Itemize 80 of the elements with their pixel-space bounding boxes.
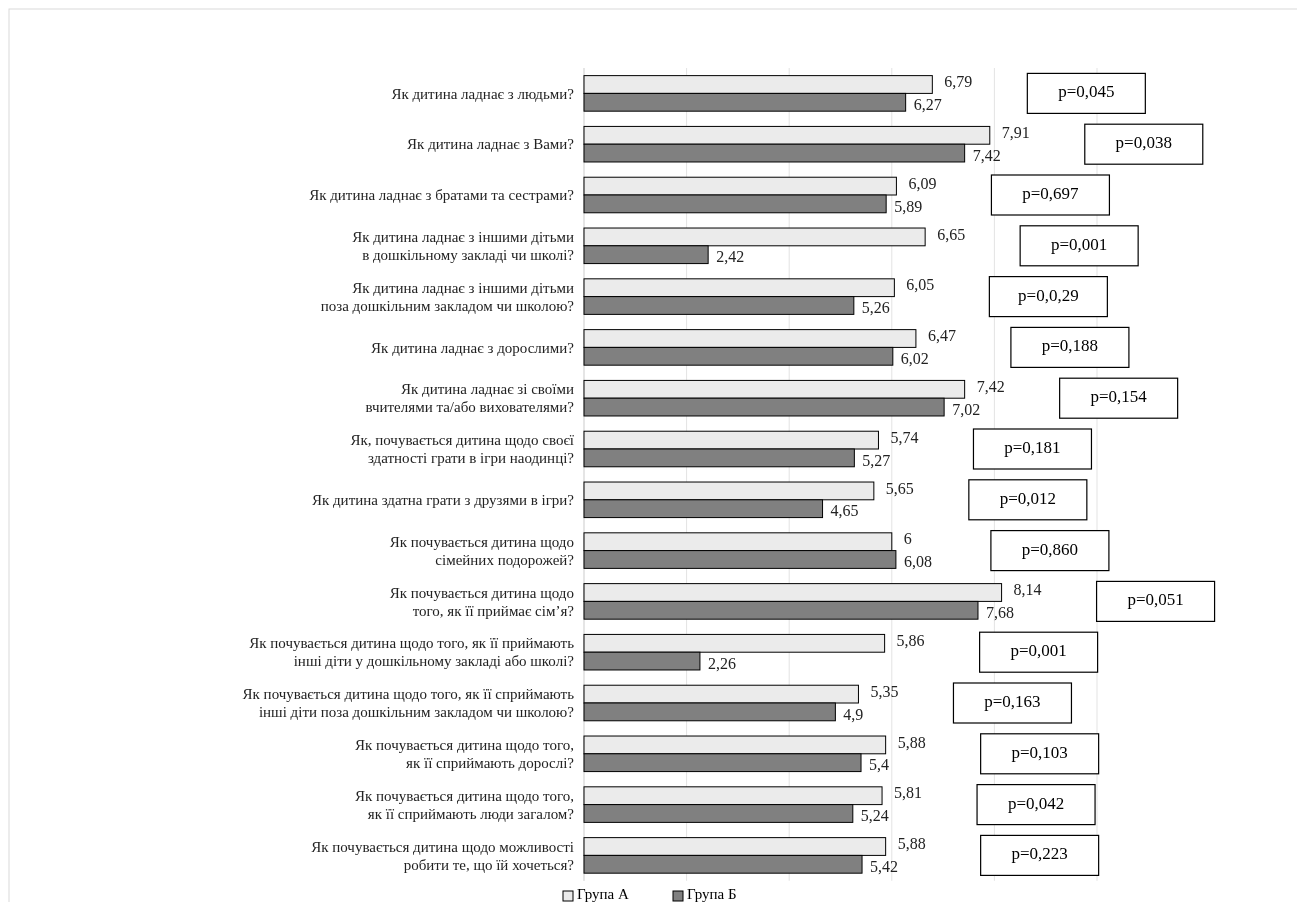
data-label: 5,4 bbox=[869, 756, 890, 774]
data-label: 6,08 bbox=[903, 553, 932, 571]
data-label: 5,26 bbox=[861, 299, 890, 317]
data-label: 5,88 bbox=[897, 835, 926, 853]
text-box: p=0,038 bbox=[1084, 123, 1204, 165]
data-label: 5,24 bbox=[860, 807, 889, 825]
annotation: p=0,188 bbox=[1041, 336, 1099, 356]
data-label: 5,27 bbox=[862, 451, 891, 469]
text-box: p=0,223 bbox=[980, 834, 1100, 876]
legend-label: Група А bbox=[577, 886, 629, 902]
data-label: 5,65 bbox=[885, 479, 914, 497]
y-tick-label: Як почувається дитина щодо того, як її сприймають люди загалом? bbox=[355, 787, 575, 822]
y-tick-label: Як дитина ладнає зі своїми вчителями та/або вихователями? bbox=[365, 381, 575, 416]
y-tick-label: Як почувається дитина щодо того, як її сприймають дорослі? bbox=[355, 737, 575, 772]
text-box: p=0,051 bbox=[1096, 580, 1216, 622]
annotation: p=0,0,29 bbox=[1018, 285, 1079, 305]
data-label: 5,88 bbox=[897, 733, 926, 751]
y-tick-label: Як дитина ладнає з іншими дітьми поза дошкільним закладом чи школою? bbox=[320, 279, 575, 314]
y-tick-label: Як дитина ладнає з іншими дітьми в дошкільному закладі чи школі? bbox=[352, 229, 575, 264]
y-tick-label: Як почувається дитина щодо сімейних подорожей? bbox=[389, 533, 575, 568]
data-label: 4,65 bbox=[830, 502, 859, 520]
data-label: 7,42 bbox=[972, 146, 1001, 164]
annotation: p=0,001 bbox=[1050, 234, 1108, 254]
data-label: 6,47 bbox=[927, 327, 956, 345]
data-label: 5,42 bbox=[870, 857, 899, 875]
annotation: p=0,154 bbox=[1090, 387, 1148, 407]
annotation: p=0,012 bbox=[999, 488, 1057, 508]
y-tick-label: Як почувається дитина щодо того, як її приймають інші діти у дошкільному закладі або школі? bbox=[249, 635, 575, 670]
text-box: p=0,181 bbox=[972, 428, 1093, 470]
data-label: 6,09 bbox=[908, 174, 937, 192]
y-tick-label: Як почувається дитина щодо того, як її сприймають інші діти поза дошкільним закладом чи школою? bbox=[242, 686, 575, 721]
data-label: 6,27 bbox=[913, 95, 942, 113]
data-label: 4,9 bbox=[843, 705, 864, 723]
annotation: p=0,860 bbox=[1021, 539, 1079, 559]
text-box: p=0,042 bbox=[976, 784, 1096, 826]
text-box: p=0,001 bbox=[979, 631, 1099, 673]
data-label: 5,89 bbox=[894, 197, 923, 215]
data-label: 2,42 bbox=[716, 248, 745, 266]
data-label: 5,74 bbox=[890, 428, 919, 446]
data-label: 6,05 bbox=[906, 276, 935, 294]
data-label: 5,35 bbox=[870, 682, 899, 700]
y-tick-label: Як дитина здатна грати з друзями в ігри? bbox=[311, 492, 575, 509]
text-box: p=0,103 bbox=[980, 733, 1100, 775]
y-tick-label: Як, почувається дитина щодо своєї здатності грати в ігри наодинці? bbox=[350, 432, 575, 467]
data-label: 2,26 bbox=[707, 654, 736, 672]
y-tick-label: Як дитина ладнає з дорослими? bbox=[371, 339, 575, 356]
annotation: p=0,181 bbox=[1004, 437, 1061, 457]
annotation: p=0,103 bbox=[1011, 742, 1068, 762]
text-box: p=0,001 bbox=[1019, 225, 1139, 267]
data-label: 5,81 bbox=[894, 784, 923, 802]
legend-label: Група Б bbox=[687, 886, 737, 902]
data-label: 6,65 bbox=[937, 225, 966, 243]
annotation: p=0,697 bbox=[1022, 183, 1080, 203]
annotation: p=0,045 bbox=[1058, 82, 1115, 102]
data-label: 7,91 bbox=[1001, 123, 1030, 141]
text-box: p=0,0,29 bbox=[988, 276, 1108, 318]
annotation: p=0,223 bbox=[1011, 844, 1068, 864]
annotation: p=0,042 bbox=[1007, 793, 1065, 813]
text-box: p=0,045 bbox=[1026, 72, 1146, 114]
annotation: p=0,001 bbox=[1010, 641, 1067, 661]
text-box: p=0,860 bbox=[990, 530, 1110, 572]
data-label: 7,68 bbox=[985, 603, 1014, 621]
data-label: 6,02 bbox=[900, 349, 929, 367]
text-box: p=0,697 bbox=[990, 174, 1110, 216]
text-box: p=0,012 bbox=[968, 479, 1088, 521]
data-label: 8,14 bbox=[1013, 581, 1042, 599]
y-tick-label: Як дитина ладнає з братами та сестрами? bbox=[309, 187, 575, 204]
y-tick-label: Як дитина ладнає з людьми? bbox=[391, 85, 575, 102]
text-box: p=0,154 bbox=[1059, 377, 1179, 419]
data-label: 7,42 bbox=[976, 377, 1005, 395]
annotation: p=0,163 bbox=[984, 691, 1041, 711]
y-tick-label: Як почувається дитина щодо можливості робити те, що їй хочеться? bbox=[311, 838, 575, 873]
data-label: 5,86 bbox=[896, 631, 925, 649]
text-box: p=0,163 bbox=[952, 682, 1073, 724]
data-label: 6,79 bbox=[944, 73, 973, 91]
data-label: 7,02 bbox=[952, 400, 981, 418]
text-box: p=0,188 bbox=[1010, 326, 1130, 368]
y-tick-label: Як дитина ладнає з Вами? bbox=[407, 136, 575, 153]
y-tick-label: Як почувається дитина щодо того, як її приймає сім’я? bbox=[389, 584, 575, 619]
data-label: 6 bbox=[903, 530, 912, 548]
